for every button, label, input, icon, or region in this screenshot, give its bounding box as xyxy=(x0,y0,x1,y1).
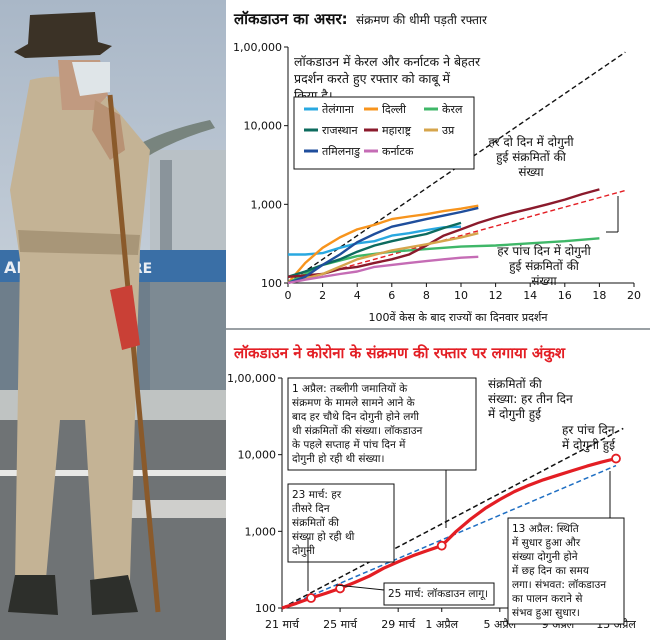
chart-1-x-tick-label: 0 xyxy=(285,289,292,302)
chart-2-annotation-mar25-leader xyxy=(335,584,385,591)
chart-2-x-tick-label: 25 मार्च xyxy=(323,618,358,631)
chart-1-title: लॉकडाउन का असर: xyxy=(233,10,348,28)
chart-1-y-tick-label: 1,000 xyxy=(251,198,283,211)
chart-2-annotation-apr1-box xyxy=(287,377,477,471)
chart-1-y-tick-label: 100 xyxy=(261,277,282,290)
chart-1-series-line xyxy=(287,221,462,278)
chart-2-label-three-day: संक्रमितों की संख्या: हर तीन दिन में दोगुन… xyxy=(488,377,573,422)
chart-2-marker xyxy=(306,593,316,603)
chart-2-annotation-mar23-box xyxy=(287,483,395,563)
chart-1-legend-label: उप्र xyxy=(442,124,455,137)
chart-1: लॉकडाउन का असर: संक्रमण की धीमी पड़ती रफ… xyxy=(233,10,641,324)
police-officer-photo: AD ORE xyxy=(0,0,226,640)
chart-1-y-tick-label: 1,00,000 xyxy=(233,41,282,54)
charts-panel: लॉकडाउन का असर: संक्रमण की धीमी पड़ती रफ… xyxy=(226,10,650,631)
chart-1-x-tick-label: 20 xyxy=(627,289,641,302)
chart-2-marker xyxy=(611,453,621,464)
chart-1-x-tick-label: 12 xyxy=(489,289,503,302)
chart-1-legend-box xyxy=(293,96,475,170)
chart-2-y-tick-label: 1,000 xyxy=(245,525,277,538)
chart-1-series-line xyxy=(287,255,479,285)
chart-2-marker xyxy=(436,540,447,551)
chart-2-annotation-mar23: 23 मार्च: हर तीसरे दिन संक्रमितों की संख्या… xyxy=(287,483,395,591)
chart-1-x-tick-label: 10 xyxy=(454,289,468,302)
chart-1-x-tick-label: 8 xyxy=(423,289,430,302)
chart-2-annotation-apr13: 13 अप्रैल: स्थिति में सुधार हुआ और संख्या … xyxy=(507,471,625,625)
chart-2-three-day-doubling-line xyxy=(281,427,624,609)
chart-2-x-tick-label: 21 मार्च xyxy=(265,618,300,631)
chart-1-legend-label: राजस्थान xyxy=(322,124,358,137)
chart-2-series xyxy=(281,453,621,610)
chart-2-annotations: संक्रमितों की संख्या: हर तीन दिन में दोगुन… xyxy=(287,377,625,625)
chart-2-title: लॉकडाउन ने कोरोना के संक्रमण की रफ्तार प… xyxy=(233,344,566,363)
chart-1-legend-label: तमिलनाडु xyxy=(322,145,360,158)
chart-2-annotation-mar25-box xyxy=(383,582,495,606)
chart-1-y-tick-label: 10,000 xyxy=(244,120,283,133)
chart-1-series-line xyxy=(287,188,600,278)
chart-2-x-tick-label: 29 मार्च xyxy=(381,618,416,631)
chart-1-x-axis-label: 100वें केस के बाद राज्यों का दिनवार प्रद… xyxy=(369,311,549,324)
chart-2-marker xyxy=(335,583,345,594)
chart-2-y-tick-label: 10,000 xyxy=(238,449,277,462)
chart-2-label-five-day: हर पांच दिन में दोगुनी हुई xyxy=(562,423,616,453)
chart-1-legend-label: तेलंगाना xyxy=(322,103,354,116)
chart-1-legend: तेलंगाना दिल्ली केरल राजस्थान महाराष्ट्र उप्र… xyxy=(293,96,475,170)
chart-2-x-tick-label: 1 अप्रैल xyxy=(425,618,458,631)
chart-1-legend-label: केरल xyxy=(442,103,463,116)
chart-1-legend-label: दिल्ली xyxy=(382,103,406,116)
chart-divider xyxy=(226,328,650,330)
chart-1-annotations: हर दो दिन में दोगुनी हुई संक्रमितों की संख… xyxy=(488,135,619,288)
chart-1-annotation-two-day: हर दो दिन में दोगुनी हुई संक्रमितों की संख… xyxy=(488,135,574,179)
chart-1-x-tick-label: 6 xyxy=(388,289,395,302)
chart-1-x-tick-label: 4 xyxy=(354,289,361,302)
chart-1-legend-label: कर्नाटक xyxy=(382,145,414,158)
chart-2-annotation-apr1-text: 1 अप्रैल: तब्लीगी जमातियों के संक्रमण के … xyxy=(292,382,422,465)
chart-2-y-tick-label: 100 xyxy=(255,602,276,615)
chart-1-series-line xyxy=(287,204,479,284)
chart-2-annotation-apr13-text: 13 अप्रैल: स्थिति में सुधार हुआ और संख्या … xyxy=(512,522,606,620)
chart-2-annotation-apr13-box xyxy=(507,517,625,625)
chart-1-x-tick-label: 2 xyxy=(319,289,326,302)
chart-1-x-tick-label: 14 xyxy=(523,289,537,302)
chart-1-note-text: लॉकडाउन में केरल और कर्नाटक ने बेहतर प्रद… xyxy=(294,54,481,103)
chart-1-x-tick-label: 16 xyxy=(558,289,572,302)
chart-1-axes: 100 1,000 10,000 1,00,000 0 2 4 6 8 10 12 14 16 18 20 xyxy=(233,41,641,302)
chart-2-annotation-apr1: 1 अप्रैल: तब्लीगी जमातियों के संक्रमण के … xyxy=(287,377,477,528)
chart-1-legend-label: महाराष्ट्र xyxy=(382,124,412,137)
chart-1-subtitle: संक्रमण की धीमी पड़ती रफ्तार xyxy=(356,13,488,27)
chart-1-series-line xyxy=(287,232,479,285)
chart-2: लॉकडाउन ने कोरोना के संक्रमण की रफ्तार प… xyxy=(227,344,636,631)
chart-1-annotation-five-day: हर पांच दिन में दोगुनी हुई संक्रमितों की स… xyxy=(497,244,591,288)
chart-2-annotation-mar25-text: 25 मार्च: लॉकडाउन लागू। xyxy=(388,587,488,600)
chart-2-y-tick-label: 1,00,000 xyxy=(227,372,276,385)
chart-1-series-line xyxy=(287,206,479,285)
chart-1-series xyxy=(287,188,600,285)
chart-1-note: लॉकडाउन में केरल और कर्नाटक ने बेहतर प्रद… xyxy=(294,54,481,103)
chart-2-axes: 100 1,000 10,000 1,00,000 21 मार्च 25 मार्च 29… xyxy=(227,372,636,631)
chart-2-annotation-mar25: 25 मार्च: लॉकडाउन लागू। xyxy=(335,582,495,606)
chart-1-x-tick-label: 18 xyxy=(592,289,606,302)
